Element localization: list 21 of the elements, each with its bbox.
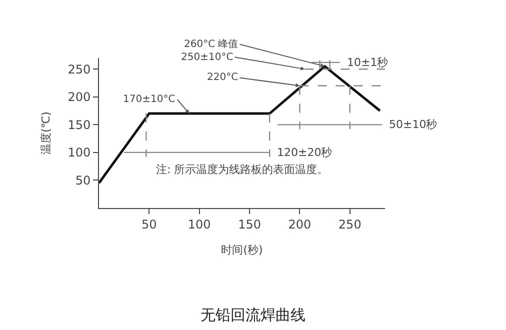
annotation: 220°C [207,72,238,83]
text: 无铅回流焊曲线 [200,306,306,324]
y-tick-label: 250 [68,62,91,76]
annotation: 120±20秒 [277,146,332,159]
x-tick-label: 150 [238,217,261,232]
x-tick-label: 200 [288,217,312,232]
annotation: 170±10°C [123,94,176,105]
annotation: 10±1秒 [347,56,388,69]
y-axis-title: 温度(℃) [39,112,52,154]
y-tick-label: 200 [68,90,91,104]
annotation: 250±10°C [181,52,234,63]
x-tick-label: 50 [142,217,157,232]
x-axis-title: 时间(秒) [221,244,263,257]
y-tick-label: 50 [75,173,91,188]
y-tick-label: 150 [68,118,91,132]
annotation: 260°C 峰值 [184,38,238,50]
x-tick-label: 250 [338,217,362,232]
annotation: 注: 所示温度为线路板的表面温度。 [156,163,328,176]
x-tick-label: 100 [188,217,211,232]
y-tick-label: 100 [68,146,91,160]
annotation: 50±10秒 [389,118,438,131]
